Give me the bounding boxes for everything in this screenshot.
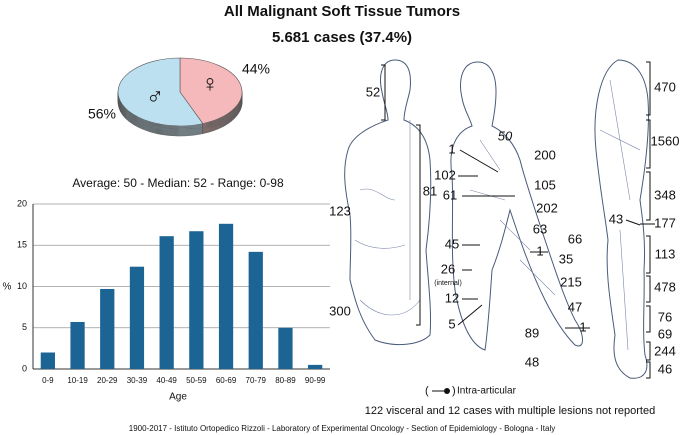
body-label: 102 xyxy=(434,167,456,182)
body-label: 89 xyxy=(525,325,539,340)
body-label: 1560 xyxy=(651,133,680,148)
back-figure xyxy=(344,59,432,346)
x-tick-label: 0-9 xyxy=(42,376,54,385)
bracket xyxy=(416,124,421,326)
bracket xyxy=(646,305,651,333)
body-label: 348 xyxy=(654,187,676,202)
y-tick-label: 5 xyxy=(22,322,27,332)
front-figure xyxy=(450,61,583,351)
subtitle: 5.681 cases (37.4%) xyxy=(272,29,412,46)
body-label: 48 xyxy=(525,354,539,369)
x-tick-label: 20-29 xyxy=(97,376,118,385)
body-label: 45 xyxy=(445,236,459,251)
body-label: 470 xyxy=(654,79,676,94)
body-label: 113 xyxy=(655,246,676,261)
bar xyxy=(189,231,204,369)
body-label: 177 xyxy=(654,215,676,230)
body-label: 52 xyxy=(366,84,380,99)
legend-dot xyxy=(444,388,450,394)
y-tick-label: 20 xyxy=(17,198,27,208)
x-tick-label: 60-69 xyxy=(216,376,237,385)
body-label: 478 xyxy=(654,279,676,294)
bar xyxy=(129,266,145,369)
bar xyxy=(248,251,263,369)
pointer xyxy=(457,304,483,326)
pie-symbol: ♂ xyxy=(146,83,164,110)
body-label: 66 xyxy=(568,231,582,246)
pie-slice xyxy=(179,57,243,124)
pie-slice xyxy=(117,57,204,127)
body-label: 63 xyxy=(533,221,547,236)
body-label: 81 xyxy=(423,183,437,198)
body-label: 76 xyxy=(658,309,672,324)
body-label: 46 xyxy=(658,361,672,376)
body-label: 215 xyxy=(560,274,582,289)
bracket xyxy=(646,61,651,116)
pie-symbol: ♀ xyxy=(201,70,219,97)
body-label: 123 xyxy=(329,203,351,218)
pointer xyxy=(625,219,641,226)
bracket xyxy=(381,64,386,121)
bracket xyxy=(646,361,651,379)
bracket xyxy=(646,119,651,169)
x-tick-label: 30-39 xyxy=(127,376,148,385)
legend-paren-close: ) xyxy=(452,385,456,397)
body-label: 69 xyxy=(658,326,672,341)
x-tick-label: 10-19 xyxy=(67,376,88,385)
pointer xyxy=(459,149,499,173)
note: 122 visceral and 12 cases with multiple … xyxy=(365,405,655,417)
bracket xyxy=(646,275,651,303)
y-tick-label: 15 xyxy=(17,240,27,250)
bar xyxy=(278,327,293,369)
y-axis-label: % xyxy=(3,282,12,293)
footer: 1900-2017 - Istituto Ortopedico Rizzoli … xyxy=(129,424,555,433)
body-label: 43 xyxy=(609,211,623,226)
body-label: 1 xyxy=(579,319,586,334)
y-tick-label: 0 xyxy=(22,363,27,373)
body-label: 1 xyxy=(448,141,455,156)
body-label: 50 xyxy=(498,128,513,143)
pie-label: 44% xyxy=(242,61,270,77)
bar xyxy=(218,223,234,369)
x-tick-label: 40-49 xyxy=(156,376,177,385)
title: All Malignant Soft Tissue Tumors xyxy=(224,3,460,20)
body-label: 12 xyxy=(445,290,459,305)
x-tick-label: 80-89 xyxy=(275,376,296,385)
bar xyxy=(100,288,115,369)
body-label: 5 xyxy=(448,316,455,331)
body-label: 1 xyxy=(536,243,543,258)
bracket xyxy=(646,171,651,221)
body-label: 47 xyxy=(568,299,582,314)
body-label: 35 xyxy=(559,251,573,266)
arm-figure xyxy=(594,59,649,379)
legend-paren-open: ( xyxy=(425,385,429,397)
bar xyxy=(159,236,174,369)
body-label: 200 xyxy=(534,147,556,162)
bar xyxy=(70,321,85,369)
pie-label: 56% xyxy=(88,106,116,122)
body-label: 244 xyxy=(654,343,676,358)
x-tick-label: 70-79 xyxy=(246,376,267,385)
body-label: 202 xyxy=(536,200,558,215)
bar xyxy=(40,352,55,369)
body-label: 61 xyxy=(443,187,457,202)
x-tick-label: 90-99 xyxy=(305,376,326,385)
x-tick-label: 50-59 xyxy=(186,376,207,385)
x-axis-label: Age xyxy=(169,392,187,403)
bracket xyxy=(646,235,651,274)
legend-label: Intra-articular xyxy=(457,386,517,397)
body-label: 300 xyxy=(329,303,351,318)
body-label: (internal) xyxy=(434,280,462,287)
y-tick-label: 10 xyxy=(17,281,27,291)
body-label: 105 xyxy=(534,177,556,192)
bracket xyxy=(646,341,651,361)
chart-title: Average: 50 - Median: 52 - Range: 0-98 xyxy=(72,176,284,190)
bar xyxy=(308,364,323,369)
body-label: 26 xyxy=(441,261,455,276)
